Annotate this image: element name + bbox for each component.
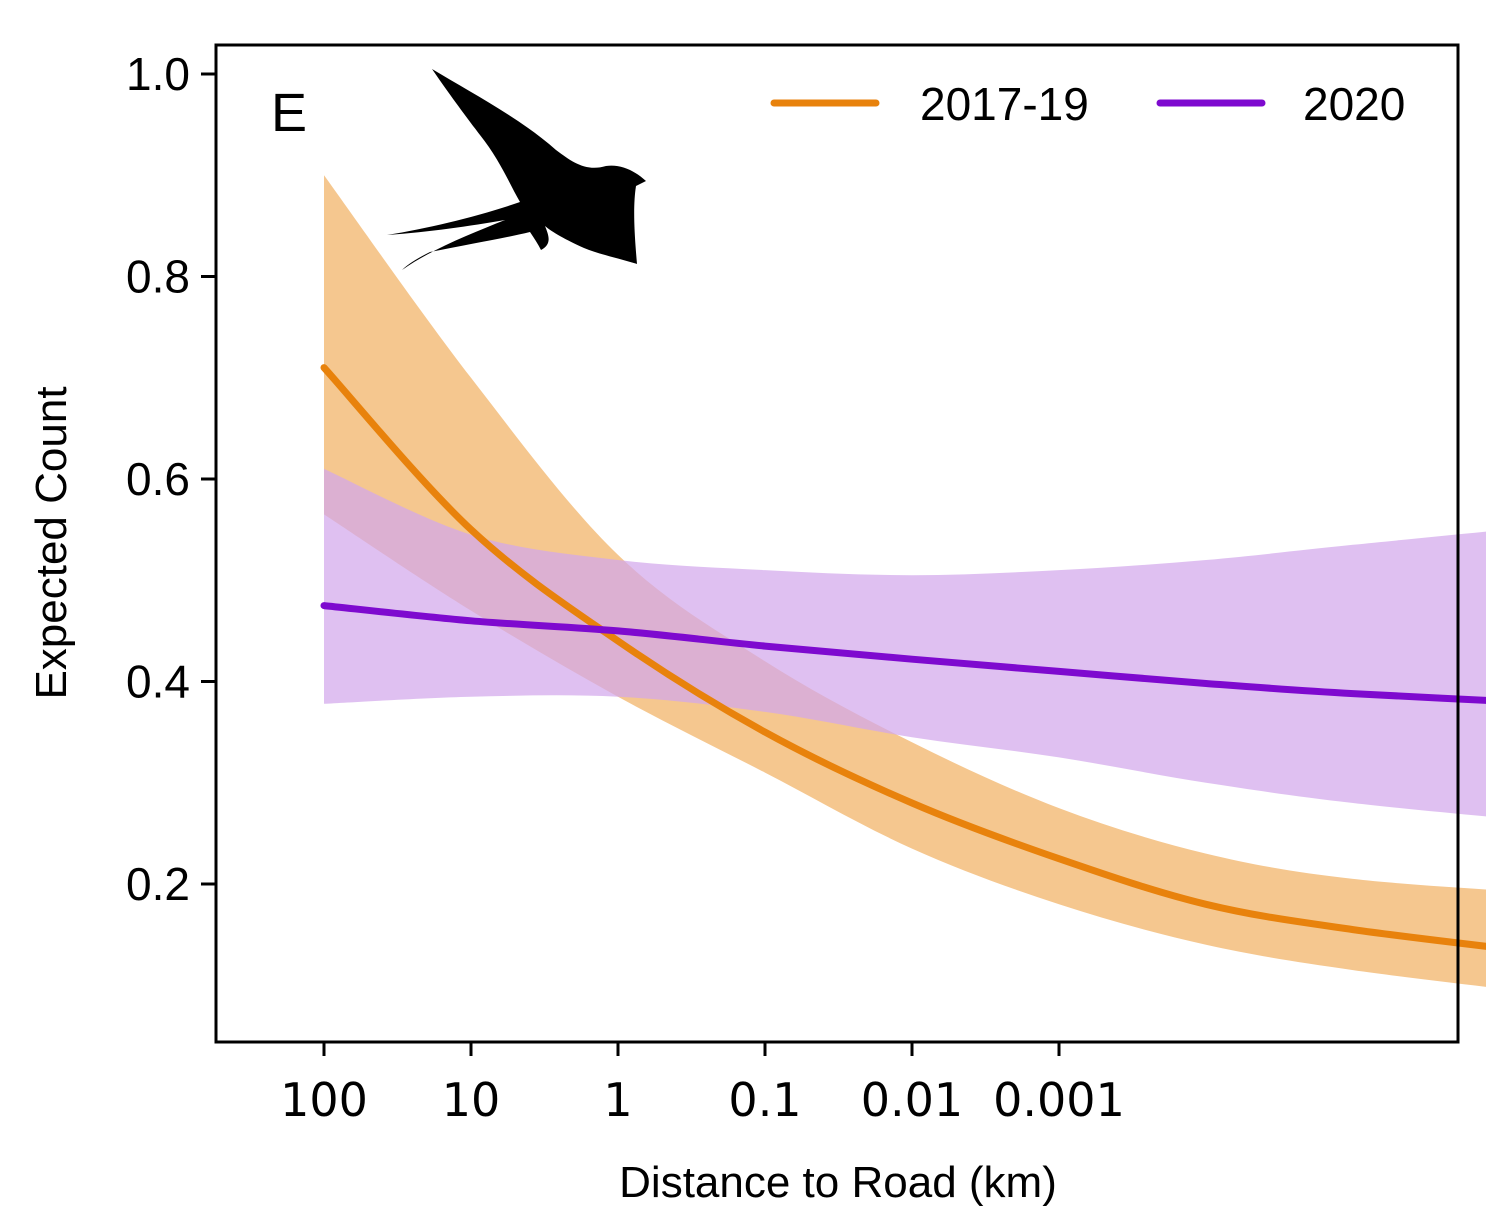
x-tick-label: 0.1: [728, 1073, 801, 1127]
x-tick-label: 0.01: [861, 1073, 963, 1127]
y-axis-title: Expected Count: [27, 386, 76, 699]
panel-label: E: [271, 83, 307, 143]
legend-label-1: 2020: [1303, 78, 1405, 130]
y-tick-label: 0.4: [126, 656, 190, 708]
y-tick-label: 0.2: [126, 858, 190, 910]
series-lines: [320, 364, 1486, 950]
confidence-band-1: [324, 468, 1486, 817]
axes: 0.2 0.4 0.6 0.8 1.0 100 10 1 0.1 0.01 0.001: [126, 43, 1460, 1127]
confidence-bands: [324, 175, 1486, 987]
x-axis-title: Distance to Road (km): [619, 1158, 1057, 1207]
x-tick-label: 0.001: [993, 1073, 1125, 1127]
series-line-1: [320, 602, 1486, 704]
y-tick-label: 1.0: [126, 48, 190, 100]
swallow-silhouette-icon: [387, 69, 646, 270]
legend: 2017-19 2020: [770, 78, 1405, 130]
y-tick-label: 0.8: [126, 251, 190, 303]
legend-label-0: 2017-19: [920, 78, 1089, 130]
x-tick-label: 1: [603, 1073, 632, 1127]
series-line-0: [320, 364, 1486, 950]
x-tick-label: 100: [280, 1073, 368, 1127]
plot-frame: [214, 43, 1460, 1044]
x-tick-label: 10: [442, 1073, 501, 1127]
y-tick-label: 0.6: [126, 453, 190, 505]
